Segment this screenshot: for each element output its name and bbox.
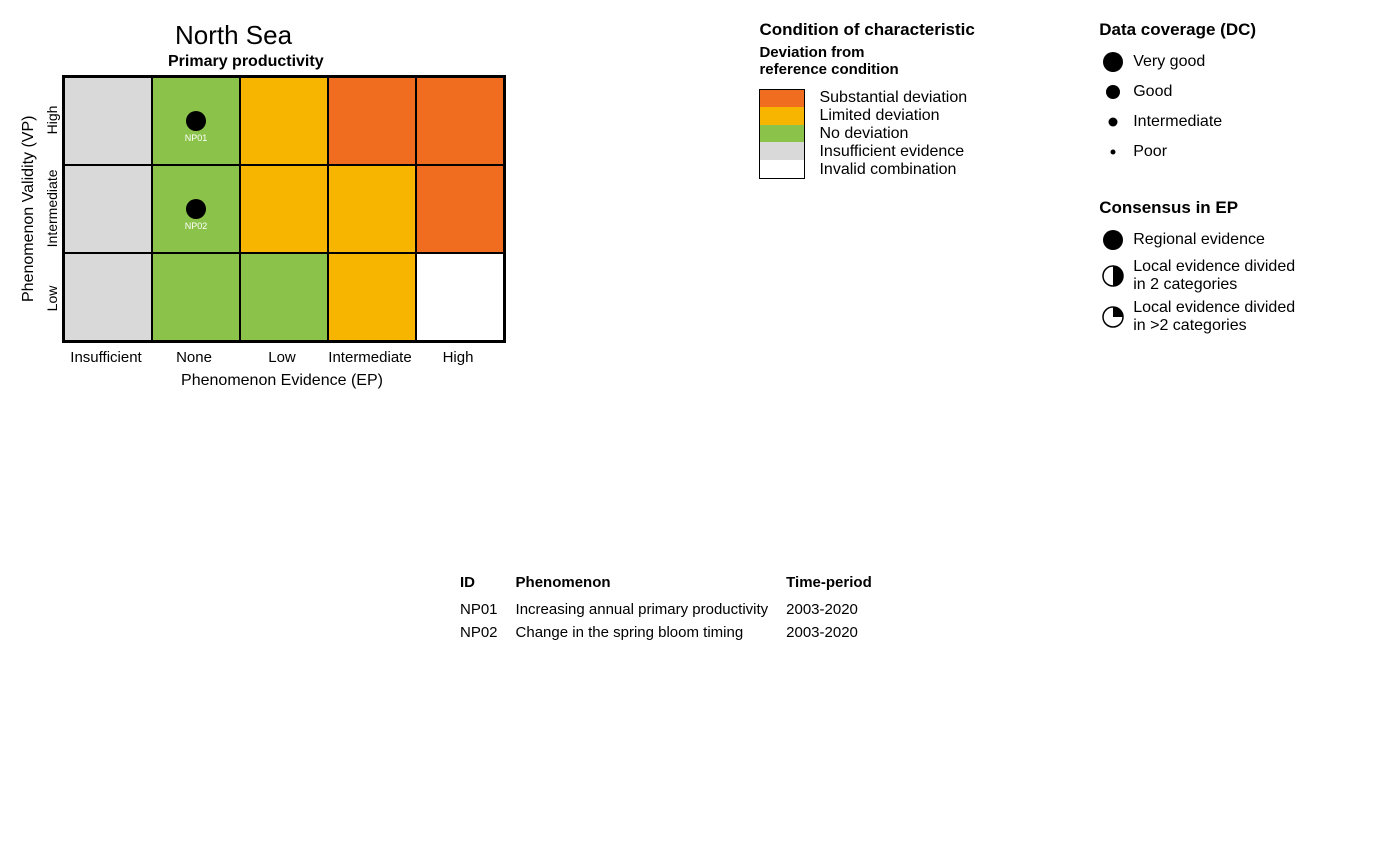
chart-panel: North Sea Primary productivity Phenomeno… bbox=[20, 20, 659, 390]
legend-dc-label: Good bbox=[1133, 83, 1172, 101]
legend-condition: Condition of characteristic Deviation fr… bbox=[759, 20, 1059, 179]
legend-dc-dot-icon bbox=[1099, 140, 1127, 164]
legend-consensus-icon bbox=[1099, 264, 1127, 288]
table-cell: 2003-2020 bbox=[786, 598, 890, 622]
table-cell: NP02 bbox=[460, 621, 516, 644]
color-swatches bbox=[759, 89, 805, 179]
legend-dc-dot-icon bbox=[1099, 80, 1127, 104]
legend-dc-label: Intermediate bbox=[1133, 113, 1222, 131]
legend-dc-item: Good bbox=[1099, 80, 1359, 104]
table-header-cell: ID bbox=[460, 570, 516, 598]
legend-dc-label: Very good bbox=[1133, 53, 1205, 71]
legend-swatch bbox=[760, 160, 804, 178]
grid-cell bbox=[328, 165, 416, 253]
grid-cell bbox=[64, 165, 152, 253]
y-tick-label: Intermediate bbox=[42, 164, 62, 253]
grid-cell bbox=[240, 165, 328, 253]
grid-cell bbox=[416, 77, 504, 165]
table-cell: 2003-2020 bbox=[786, 621, 890, 644]
legend-dc-dot-icon bbox=[1099, 110, 1127, 134]
chart-subtitle: Primary productivity bbox=[168, 53, 659, 71]
legend-dc-dot-icon bbox=[1099, 50, 1127, 74]
grid-cell bbox=[64, 253, 152, 341]
legend-swatch-label: Substantial deviation bbox=[819, 89, 967, 107]
grid-cell bbox=[328, 253, 416, 341]
legend-consensus-label: Regional evidence bbox=[1133, 231, 1265, 249]
color-legend: Substantial deviationLimited deviationNo… bbox=[759, 89, 1059, 179]
heatmap-grid bbox=[62, 75, 506, 343]
x-tick-label: Insufficient bbox=[62, 349, 150, 366]
table-row: NP02Change in the spring bloom timing200… bbox=[460, 621, 890, 644]
legend-condition-title: Condition of characteristic bbox=[759, 20, 1059, 40]
legend-right-column: Data coverage (DC) Very good Good Intermed… bbox=[1099, 20, 1359, 340]
x-axis-title: Phenomenon Evidence (EP) bbox=[62, 372, 502, 390]
legend-swatch bbox=[760, 125, 804, 143]
legend-consensus-icon bbox=[1099, 228, 1127, 252]
table-cell: Increasing annual primary productivity bbox=[516, 598, 787, 622]
legend-condition-sub2: reference condition bbox=[759, 61, 898, 78]
data-marker-label: NP01 bbox=[185, 133, 208, 143]
grid-cell bbox=[240, 77, 328, 165]
phenomenon-table: IDPhenomenonTime-periodNP01Increasing an… bbox=[460, 570, 890, 644]
grid-cell bbox=[416, 165, 504, 253]
legend-consensus-title: Consensus in EP bbox=[1099, 198, 1359, 218]
legend-swatch-label: Insufficient evidence bbox=[819, 143, 967, 161]
legend-consensus-item: Local evidence dividedin 2 categories bbox=[1099, 258, 1359, 293]
grid-cell bbox=[416, 253, 504, 341]
grid-cell bbox=[240, 253, 328, 341]
grid-cell bbox=[152, 77, 240, 165]
table-header-cell: Time-period bbox=[786, 570, 890, 598]
x-tick-label: Low bbox=[238, 349, 326, 366]
legend-dc-item: Intermediate bbox=[1099, 110, 1359, 134]
legend-condition-subtitle: Deviation from reference condition bbox=[759, 44, 1059, 79]
legend-swatch-label: No deviation bbox=[819, 125, 967, 143]
table-header-cell: Phenomenon bbox=[516, 570, 787, 598]
grid-wrap: NP01 NP02 InsufficientNoneLowIntermediate… bbox=[62, 75, 506, 390]
legend-consensus-label: Local evidence dividedin 2 categories bbox=[1133, 258, 1295, 293]
y-tick-label: Low bbox=[42, 254, 62, 343]
table-cell: Change in the spring bloom timing bbox=[516, 621, 787, 644]
legend-dc-item: Poor bbox=[1099, 140, 1359, 164]
table-cell: NP01 bbox=[460, 598, 516, 622]
grid-cell bbox=[328, 77, 416, 165]
legend-dc-list: Very good Good Intermediate Poor bbox=[1099, 50, 1359, 164]
legend-consensus-item: Local evidence dividedin >2 categories bbox=[1099, 299, 1359, 334]
legend-swatch bbox=[760, 142, 804, 160]
legend-swatch-label: Limited deviation bbox=[819, 107, 967, 125]
legend-swatch bbox=[760, 90, 804, 108]
color-labels: Substantial deviationLimited deviationNo… bbox=[819, 89, 967, 179]
legend-condition-sub1: Deviation from bbox=[759, 44, 864, 61]
grid-cell bbox=[152, 165, 240, 253]
legend-consensus-item: Regional evidence bbox=[1099, 228, 1359, 252]
legend-consensus-label: Local evidence dividedin >2 categories bbox=[1133, 299, 1295, 334]
x-axis-ticks: InsufficientNoneLowIntermediateHigh bbox=[62, 349, 506, 366]
data-marker-label: NP02 bbox=[185, 221, 208, 231]
chart-body: Phenomenon Validity (VP) HighIntermediat… bbox=[20, 75, 659, 390]
x-tick-label: High bbox=[414, 349, 502, 366]
phenomenon-table-wrap: IDPhenomenonTime-periodNP01Increasing an… bbox=[460, 570, 1359, 644]
legend-dc-item: Very good bbox=[1099, 50, 1359, 74]
legend-consensus-icon bbox=[1099, 305, 1127, 329]
table-row: NP01Increasing annual primary productivi… bbox=[460, 598, 890, 622]
region-title: North Sea bbox=[175, 20, 659, 51]
top-area: North Sea Primary productivity Phenomeno… bbox=[20, 20, 1359, 390]
legend-dc-title: Data coverage (DC) bbox=[1099, 20, 1359, 40]
grid-cell bbox=[64, 77, 152, 165]
y-axis-ticks: HighIntermediateLow bbox=[42, 75, 62, 343]
legend-swatch bbox=[760, 107, 804, 125]
legend-swatch-label: Invalid combination bbox=[819, 161, 967, 179]
legend-dc-label: Poor bbox=[1133, 143, 1167, 161]
x-tick-label: None bbox=[150, 349, 238, 366]
y-tick-label: High bbox=[42, 75, 62, 164]
y-axis-title: Phenomenon Validity (VP) bbox=[20, 75, 38, 343]
x-tick-label: Intermediate bbox=[326, 349, 414, 366]
legend-consensus-list: Regional evidence Local evidence dividedi… bbox=[1099, 228, 1359, 334]
grid-cell bbox=[152, 253, 240, 341]
